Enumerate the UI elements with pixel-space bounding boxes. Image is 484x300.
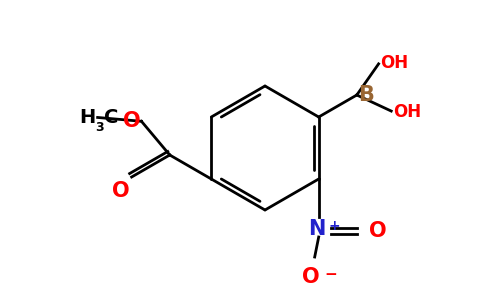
Text: O: O [112,181,130,201]
Text: O: O [369,221,386,241]
Text: O: O [123,111,140,131]
Text: C: C [104,108,118,127]
Text: OH: OH [380,54,408,72]
Text: H: H [79,108,96,127]
Text: +: + [329,219,340,233]
Text: O: O [302,267,319,287]
Text: N: N [308,219,325,239]
Text: −: − [325,267,337,282]
Text: 3: 3 [96,122,104,134]
Text: B: B [358,85,374,105]
Text: OH: OH [393,103,422,121]
